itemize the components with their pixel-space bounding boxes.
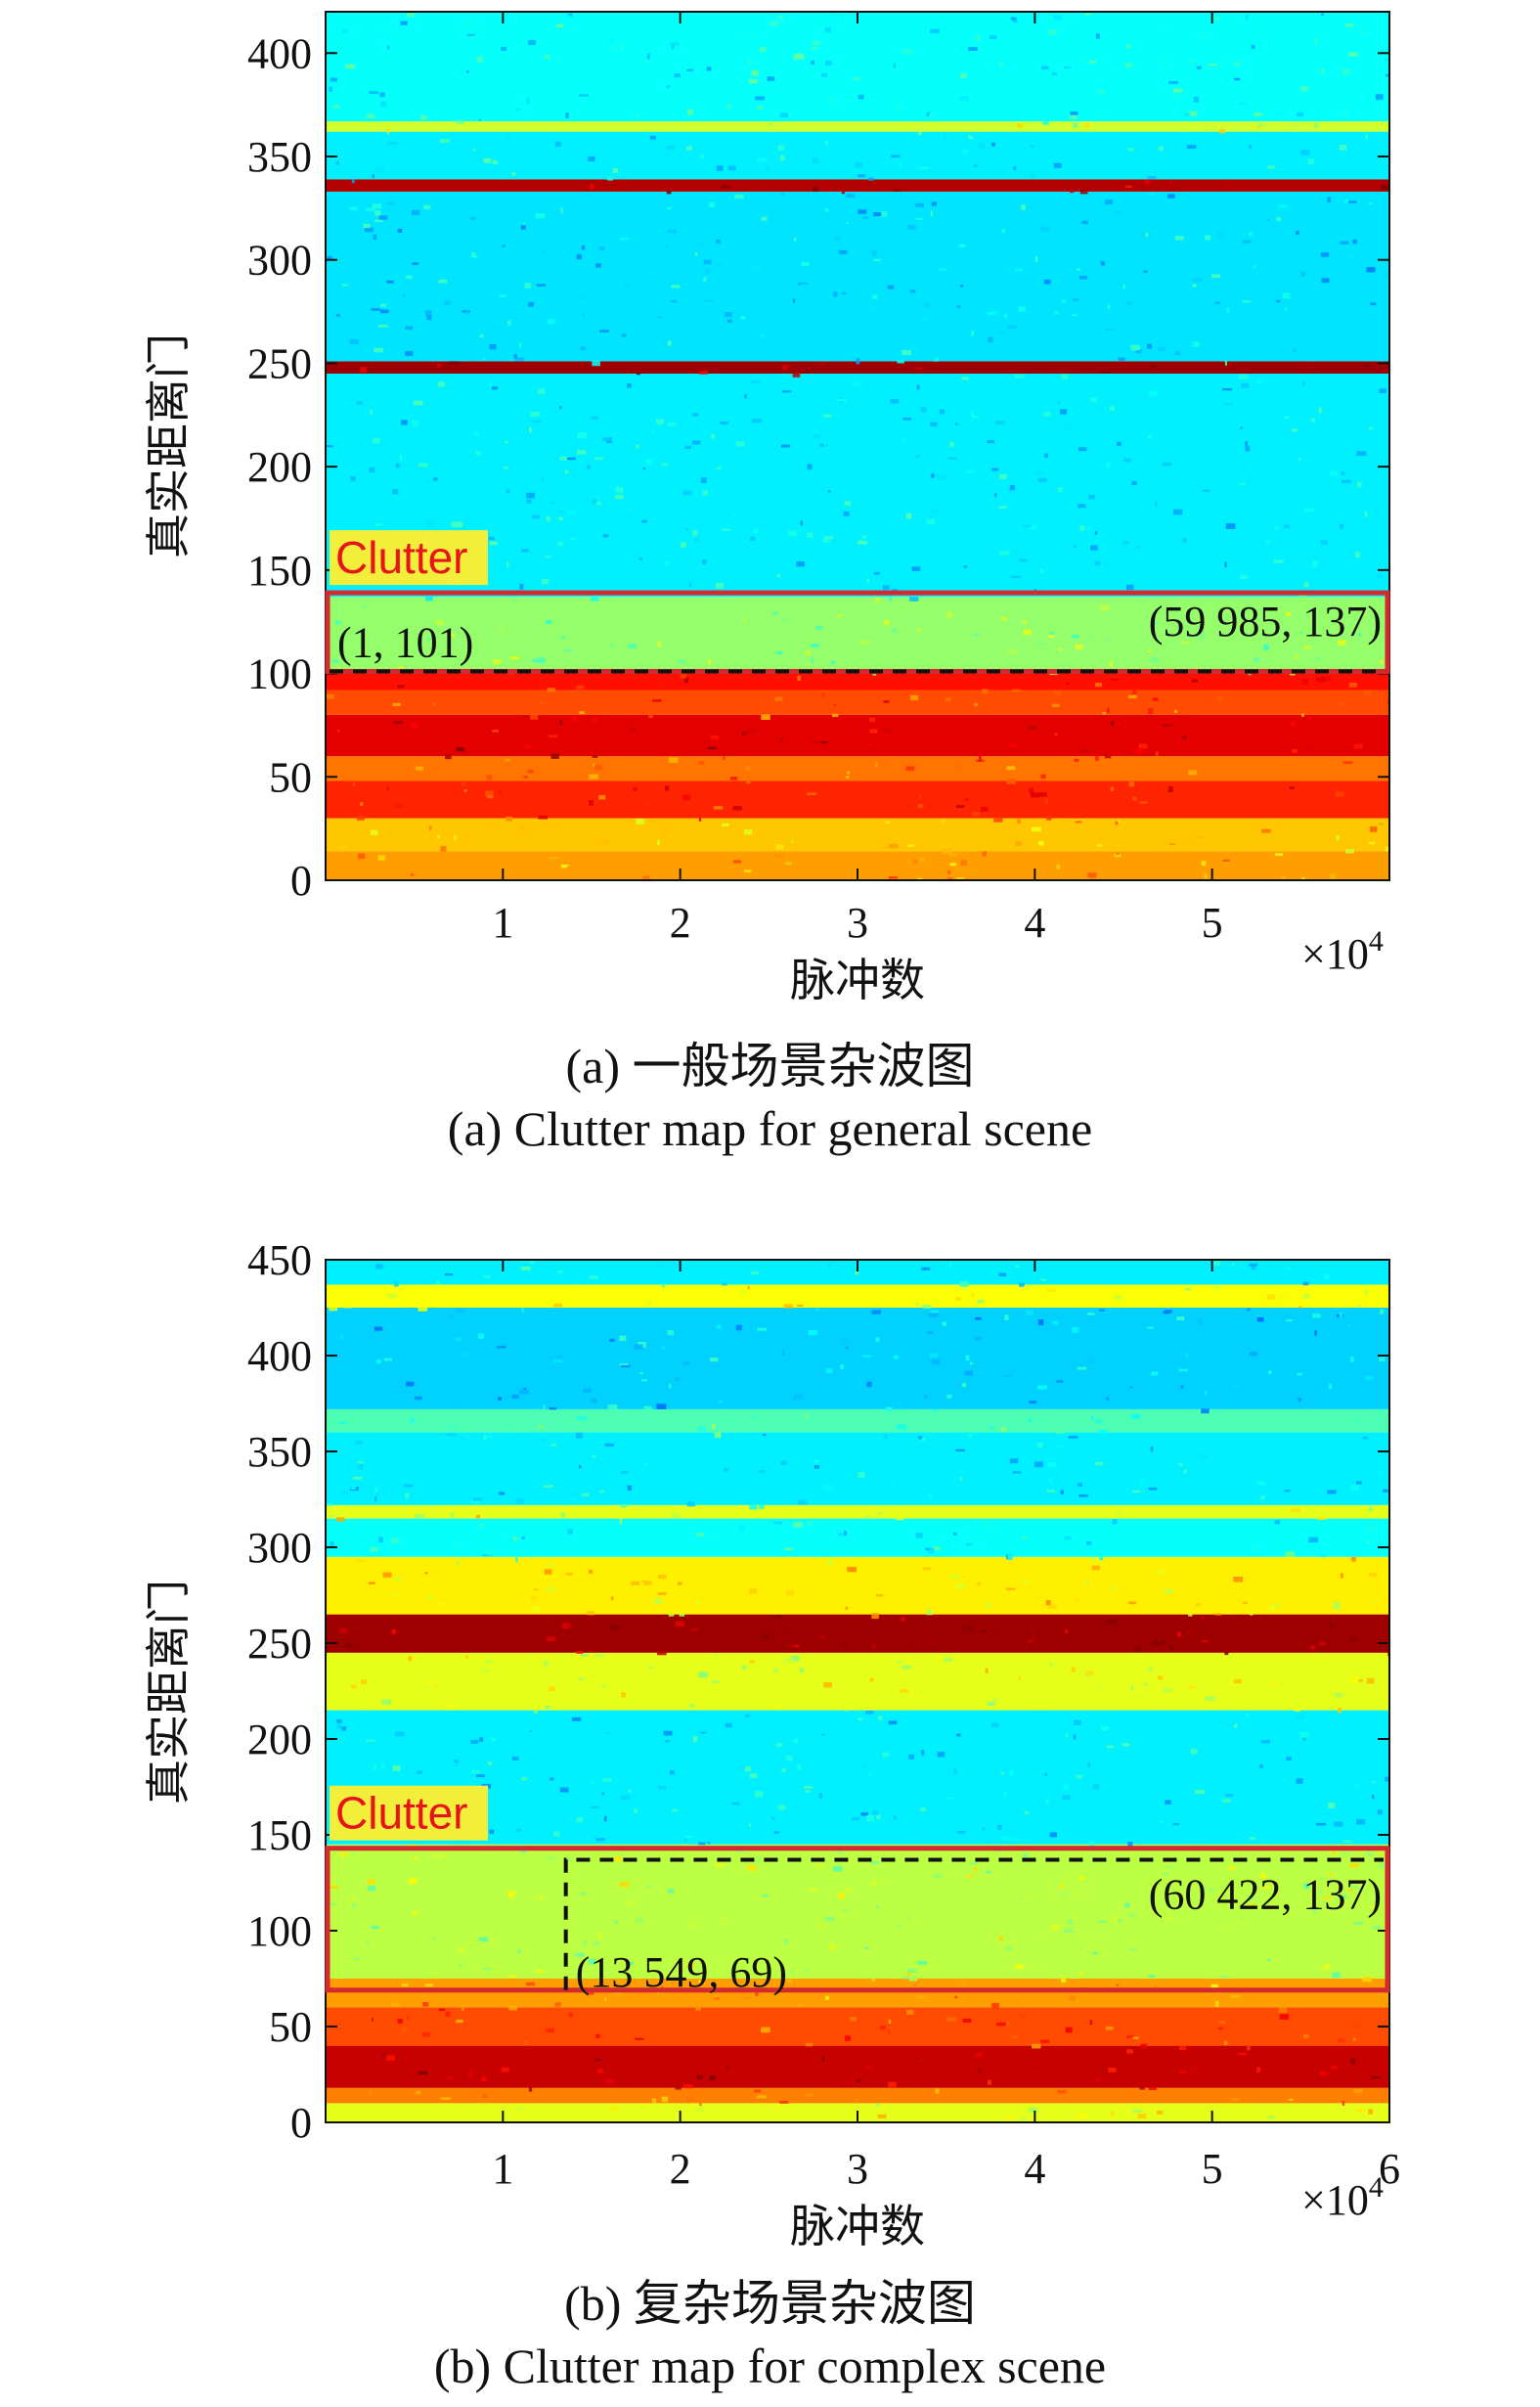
- clutter-heatmap-general: 0 50 100 150 200 250 300 350 400 1 2 3 4 5 脉冲数 真实距离门 ×10…: [142, 11, 1390, 1006]
- y-axis-title: 真实距离门: [142, 334, 195, 558]
- x-tick-label: 3: [847, 899, 868, 947]
- heatmap-band: [326, 2007, 1389, 2046]
- x-tick-label: 3: [847, 2145, 868, 2193]
- heatmap-speckle: [326, 12, 1389, 880]
- x-multiplier: ×104: [1301, 2171, 1384, 2224]
- y-axis-title: 真实距离门: [142, 1580, 195, 1805]
- y-tick-label: 100: [247, 1907, 312, 1955]
- heatmap-band: [326, 1308, 1389, 1409]
- y-tick-label: 150: [247, 547, 312, 595]
- caption-cn-b: (b) 复杂场景杂波图: [564, 2276, 976, 2331]
- x-tick-label: 4: [1024, 899, 1045, 947]
- heatmap-band: [326, 1432, 1389, 1505]
- y-tick-label: 300: [247, 1524, 312, 1572]
- x-tick-label: 6: [1379, 2145, 1400, 2193]
- y-tick-label: 350: [247, 1428, 312, 1476]
- y-tick-label: 200: [247, 1716, 312, 1763]
- x-axis-title: 脉冲数: [790, 2200, 925, 2252]
- heatmap-band: [326, 690, 1389, 715]
- point-left-label: (1, 101): [337, 618, 473, 666]
- clutter-label-bg: [330, 1785, 488, 1841]
- heatmap-band: [326, 131, 1389, 180]
- heatmap-band: [326, 780, 1389, 819]
- caption-cn-a: (a) 一般场景杂波图: [565, 1039, 975, 1093]
- heatmap-field: [326, 1260, 1389, 2122]
- heatmap-band: [326, 1504, 1389, 1519]
- heatmap-band: [326, 671, 1389, 691]
- y-tick-label: 0: [290, 2099, 312, 2147]
- x-tick-label: 4: [1024, 2145, 1045, 2193]
- x-tick-label: 5: [1202, 2145, 1223, 2193]
- x-tick-label: 1: [492, 2145, 513, 2193]
- heatmap-band: [326, 818, 1389, 852]
- heatmap-band: [326, 1652, 1389, 1711]
- clutter-heatmap-complex: 0 50 100 150 200 250 300 350 400 450 1 2 3 4 5 6 脉冲数 真实距离…: [142, 1236, 1400, 2252]
- y-tick-label: 50: [269, 753, 312, 801]
- heatmap-field: [326, 12, 1389, 880]
- heatmap-band: [326, 12, 1389, 122]
- heatmap-band: [326, 1518, 1389, 1557]
- point-left-label: (13 549, 69): [576, 1948, 787, 1996]
- heatmap-band: [326, 2087, 1389, 2104]
- y-tick-label: 350: [247, 133, 312, 181]
- point-right-label: (60 422, 137): [1149, 1870, 1382, 1918]
- y-tick-label: 250: [247, 339, 312, 387]
- point-right-label: (59 985, 137): [1149, 598, 1382, 646]
- heatmap-band: [326, 1710, 1389, 1845]
- heatmap-band: [326, 191, 1389, 362]
- heatmap-band: [326, 121, 1389, 132]
- heatmap-speckle: [327, 1260, 1389, 2122]
- y-tick-label: 0: [290, 857, 312, 905]
- heatmap-band: [326, 179, 1389, 192]
- y-tick-label: 450: [247, 1236, 312, 1284]
- heatmap-band: [326, 361, 1389, 374]
- y-tick-label: 250: [247, 1620, 312, 1668]
- x-tick-label: 1: [492, 899, 513, 947]
- x-multiplier: ×104: [1301, 925, 1384, 978]
- heatmap-band: [326, 374, 1389, 598]
- heatmap-band: [326, 1284, 1389, 1308]
- heatmap-band: [326, 1844, 1389, 1979]
- y-tick-label: 100: [247, 650, 312, 698]
- heatmap-band: [326, 1979, 1389, 2008]
- caption-en-a: (a) Clutter map for general scene: [447, 1101, 1093, 1156]
- panel-general-scene: 0 50 100 150 200 250 300 350 400 1 2 3 4 5 脉冲数 真实距离门 ×10…: [0, 0, 1540, 1203]
- x-tick-label: 2: [670, 899, 691, 947]
- heatmap-band: [326, 597, 1389, 672]
- heatmap-band: [326, 1614, 1389, 1653]
- y-tick-label: 50: [269, 2003, 312, 2051]
- clutter-label: Clutter: [335, 532, 467, 583]
- clutter-box: [325, 1846, 1390, 1993]
- y-tick-label: 150: [247, 1811, 312, 1859]
- clutter-dashed-box: [563, 1857, 1384, 1990]
- heatmap-band: [326, 1408, 1389, 1433]
- y-tick-label: 200: [247, 443, 312, 491]
- y-tick-label: 300: [247, 237, 312, 285]
- y-tick-label: 400: [247, 29, 312, 77]
- x-tick-label: 2: [670, 2145, 691, 2193]
- clutter-label-bg: [330, 530, 488, 586]
- heatmap-band: [326, 714, 1389, 757]
- x-axis-title: 脉冲数: [790, 954, 925, 1006]
- y-tick-label: 400: [247, 1332, 312, 1380]
- x-tick-label: 5: [1202, 899, 1223, 947]
- caption-en-b: (b) Clutter map for complex scene: [433, 2339, 1107, 2393]
- panel-complex-scene: 0 50 100 150 200 250 300 350 400 450 1 2 3 4 5 6 脉冲数 真实距离…: [0, 1203, 1540, 2407]
- heatmap-band: [326, 756, 1389, 781]
- heatmap-band: [326, 1556, 1389, 1615]
- clutter-label: Clutter: [335, 1788, 467, 1839]
